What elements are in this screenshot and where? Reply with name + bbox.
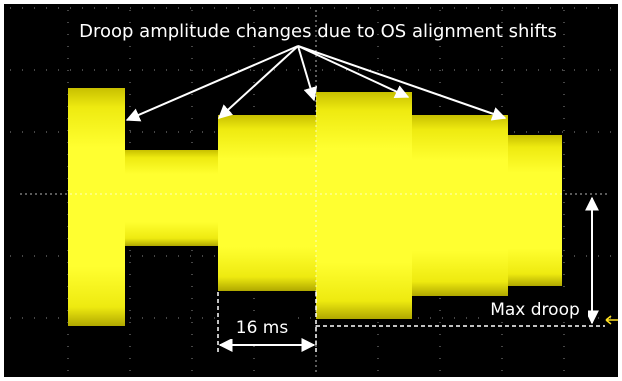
burst: [412, 115, 508, 296]
time-label: 16 ms: [236, 318, 289, 338]
burst: [125, 150, 218, 246]
droop-label: Max droop: [490, 300, 580, 320]
title-annotation: Droop amplitude changes due to OS alignm…: [79, 21, 557, 42]
page: Droop amplitude changes due to OS alignm…: [0, 0, 622, 381]
burst: [218, 115, 316, 291]
scope-screen: Droop amplitude changes due to OS alignm…: [0, 0, 622, 381]
burst: [508, 135, 562, 286]
burst: [68, 88, 125, 326]
burst: [316, 92, 412, 319]
